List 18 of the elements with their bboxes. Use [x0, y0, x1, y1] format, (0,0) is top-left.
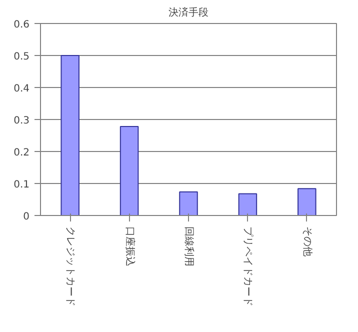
bar	[238, 193, 258, 216]
x-tick-label: 口座振込	[124, 226, 136, 266]
y-tick-label: 0.3	[14, 116, 30, 126]
y-tick-label: 0.1	[14, 180, 30, 190]
bar	[179, 191, 198, 216]
y-tick-label: 0.4	[14, 84, 30, 94]
x-tick-label: クレジットカード	[64, 226, 76, 306]
bar	[298, 188, 316, 216]
bar	[120, 126, 139, 216]
y-tick-label: 0.5	[14, 52, 30, 62]
y-tick-label: 0.2	[14, 148, 30, 158]
x-tick-label: プリペイドカード	[242, 226, 254, 306]
x-tick-label: 回線利用	[183, 226, 195, 266]
bar	[60, 55, 80, 216]
chart-title: 決済手段	[168, 6, 208, 18]
x-tick-label: その他	[301, 226, 314, 256]
y-tick-label: 0.6	[14, 20, 30, 30]
y-tick-label: 0	[23, 212, 30, 222]
